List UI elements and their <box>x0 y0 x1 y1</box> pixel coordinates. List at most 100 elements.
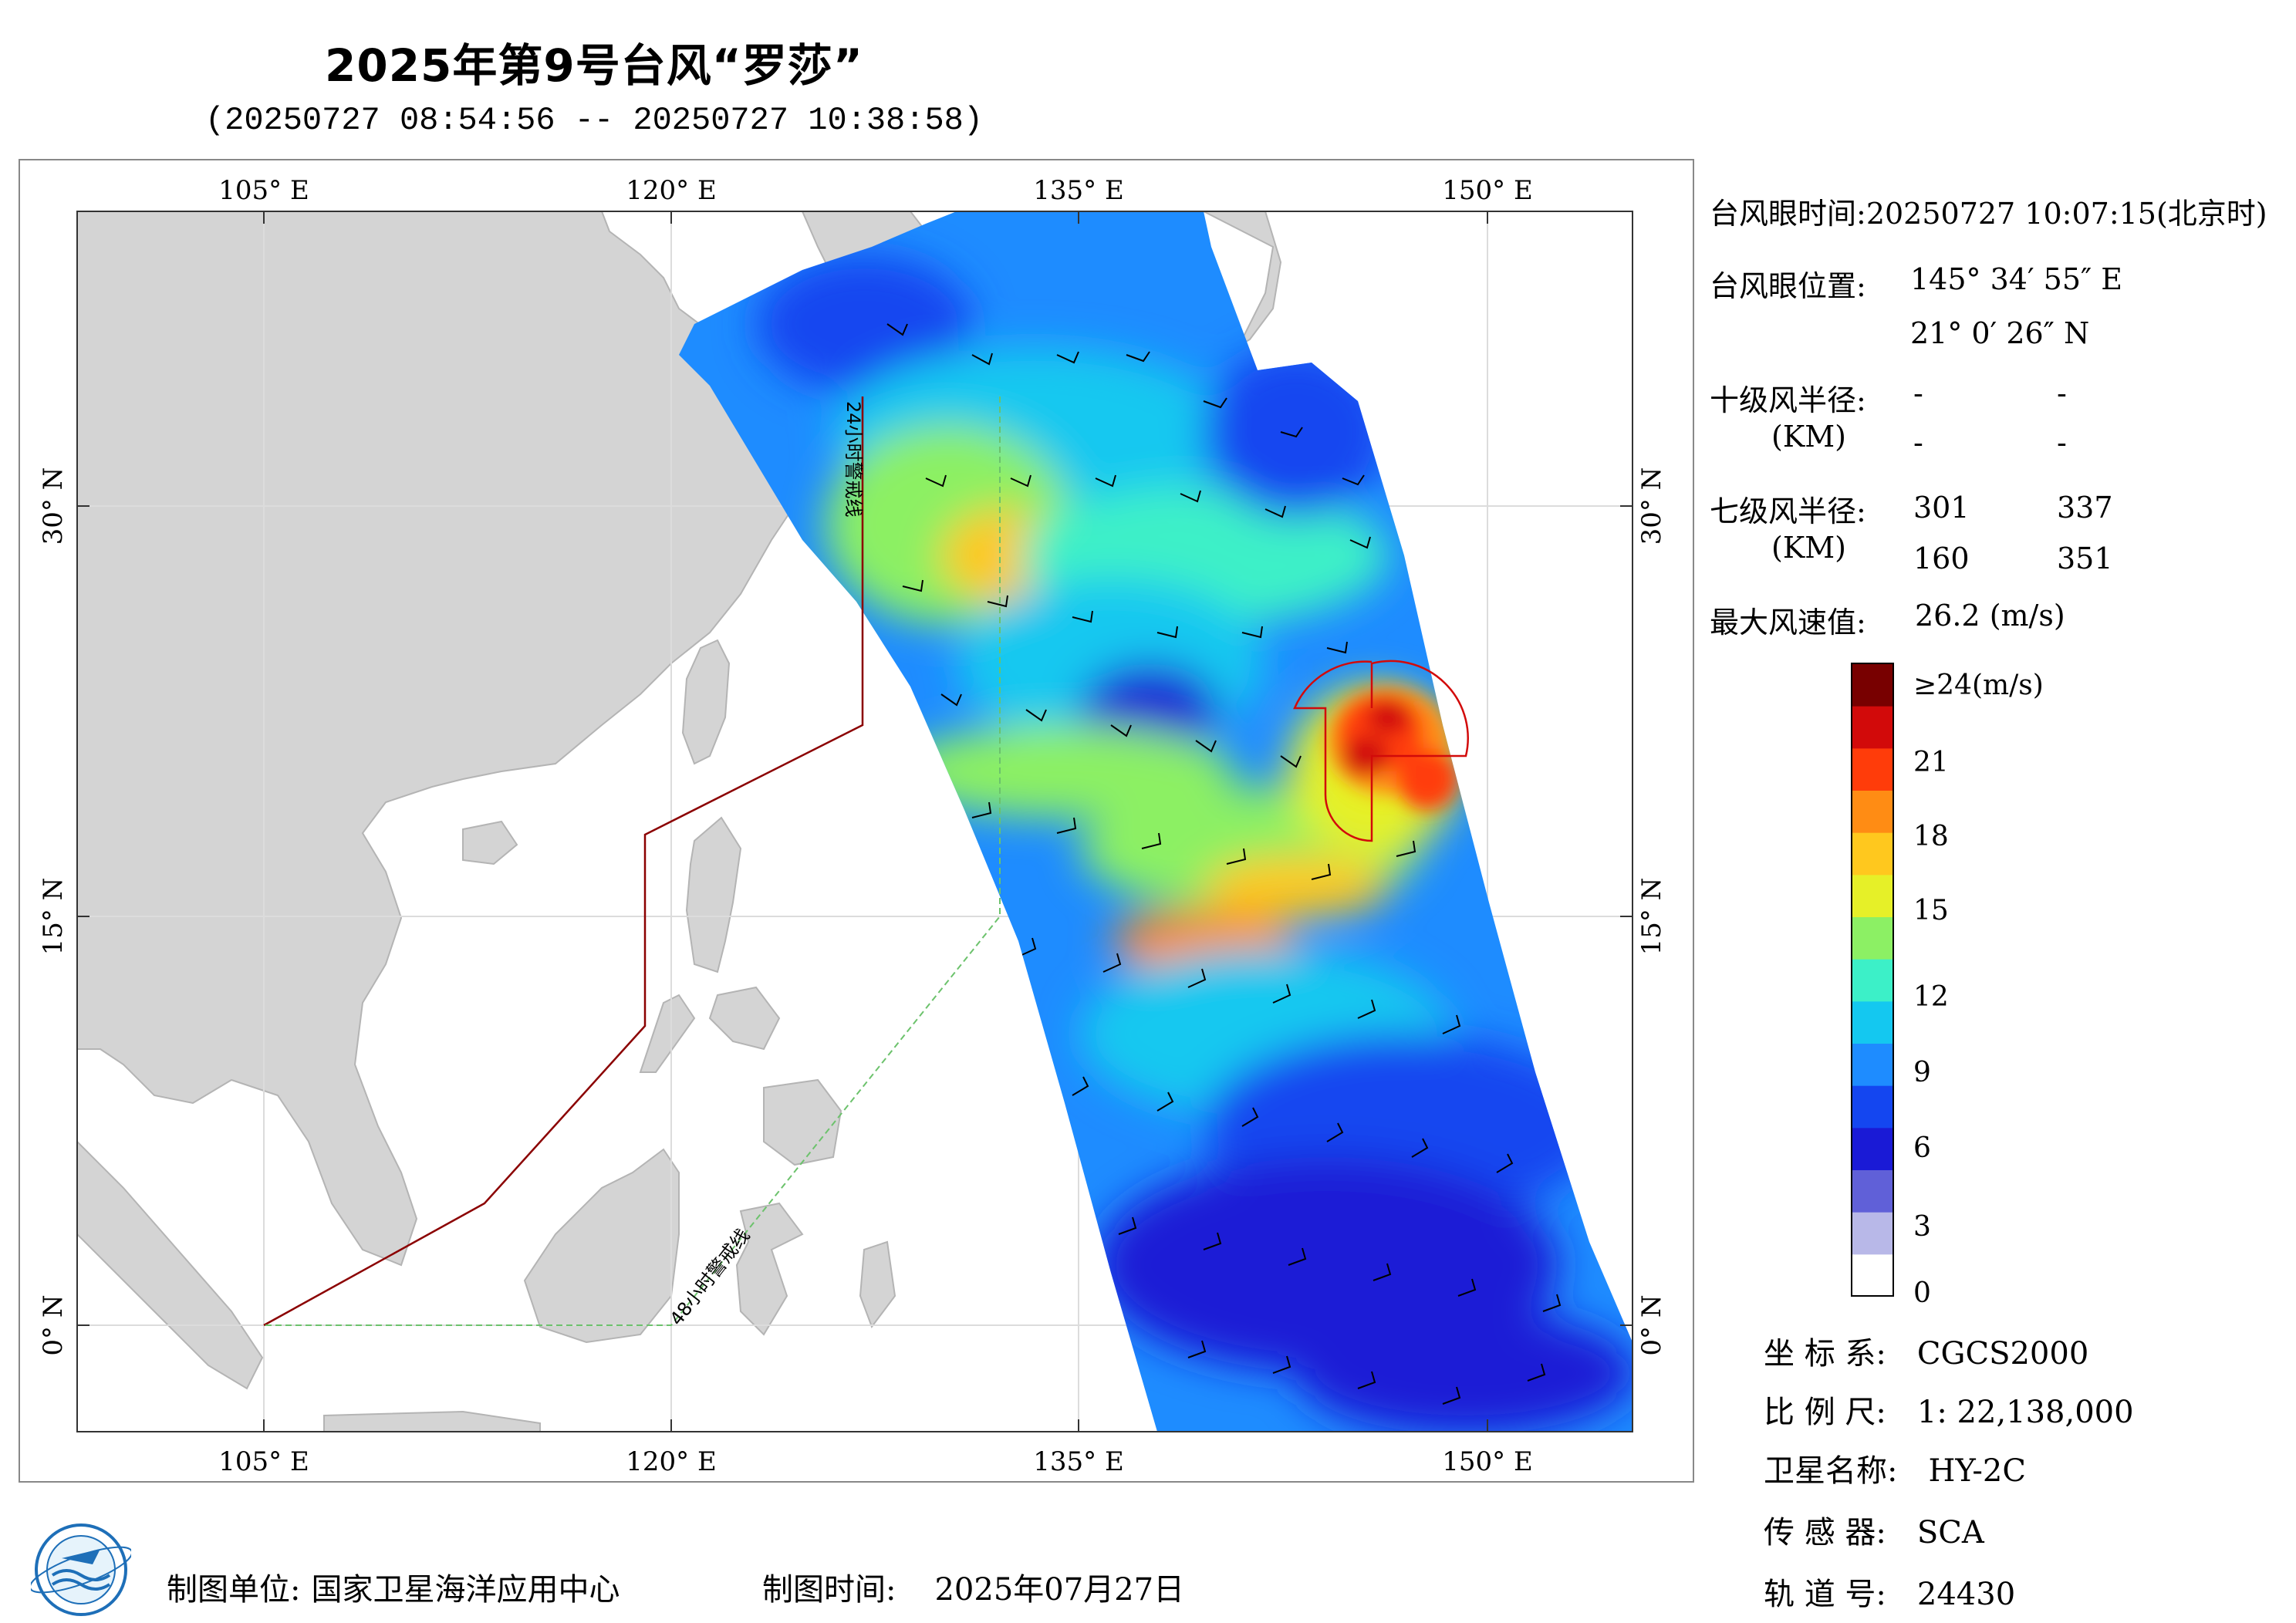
colorbar-segment <box>1852 790 1893 833</box>
r7-value-se: 337 <box>2057 491 2113 525</box>
lat-label-left-0: 0° N <box>38 1294 69 1355</box>
nsoas-logo <box>29 1520 133 1620</box>
max-wind-value: 26.2 (m/s) <box>1915 599 2065 633</box>
colorbar-segment <box>1852 1000 1893 1044</box>
colorbar-label-21: 21 <box>1913 747 1949 778</box>
colorbar-segment <box>1852 1169 1893 1213</box>
colorbar-segment <box>1852 1043 1893 1086</box>
axis-ticks <box>77 211 1633 1432</box>
colorbar-segment <box>1852 1127 1893 1170</box>
gale-wind-radius <box>1293 660 1469 842</box>
colorbar-segment <box>1852 832 1893 876</box>
lon-label-bottom-120: 120° E <box>626 1446 717 1477</box>
lat-label-right-0: 0° N <box>1636 1294 1667 1355</box>
lon-label-bottom-105: 105° E <box>218 1446 309 1477</box>
colorbar-segment <box>1852 1211 1893 1255</box>
map-title: 2025年第9号台风“罗莎” <box>324 39 864 92</box>
eye-position-label: 台风眼位置: <box>1710 269 1866 303</box>
meta-row-orbit: 轨 道 号: 24430 <box>1764 1569 2015 1614</box>
meta-row-satellite: 卫星名称: HY-2C <box>1764 1446 2026 1490</box>
max-wind-label: 最大风速值: <box>1710 606 1866 639</box>
lat-label-right-30: 30° N <box>1636 467 1667 545</box>
sensor-label: 传 感 器: <box>1764 1515 1886 1550</box>
eye-longitude: 145° 34′ 55″ E <box>1910 262 2123 296</box>
producer-label: 制图单位: <box>167 1572 301 1608</box>
lon-label-top-150: 150° E <box>1442 175 1533 206</box>
colorbar-segment <box>1852 705 1893 749</box>
land-sulawesi <box>735 1202 804 1336</box>
colorbar-label-6: 6 <box>1913 1132 1931 1164</box>
colorbar-label-9: 9 <box>1913 1057 1931 1088</box>
colorbar-label-3: 3 <box>1913 1211 1931 1243</box>
colorbar-segment <box>1852 1085 1893 1129</box>
wind-barbs <box>886 323 1562 1405</box>
land-taiwan <box>681 639 731 765</box>
lon-label-bottom-150: 150° E <box>1442 1446 1533 1477</box>
colorbar-segment <box>1852 663 1893 707</box>
colorbar-segment <box>1852 874 1893 917</box>
axis-labels: 105° E 120° E 135° E 150° E 105° E 120° … <box>38 175 1667 1477</box>
land-palawan <box>639 994 696 1073</box>
warning-line-24h-label: 24小时警戒线 <box>842 401 864 518</box>
eye-time-row: 台风眼时间:20250727 10:07:15(北京时) <box>1710 190 2267 232</box>
land-luzon <box>685 816 742 973</box>
land-mindanao <box>763 1078 842 1166</box>
lon-label-top-105: 105° E <box>218 175 309 206</box>
producer-value: 国家卫星海洋应用中心 <box>311 1572 620 1608</box>
colorbar-label-15: 15 <box>1913 895 1949 926</box>
eye-latitude: 21° 0′ 26″ N <box>1910 316 2090 350</box>
r7-value-ne: 301 <box>1913 491 1970 525</box>
scale-value: 1: 22,138,000 <box>1916 1395 2134 1430</box>
crs-value: CGCS2000 <box>1916 1336 2089 1372</box>
r10-value-ne: - <box>1913 376 1923 410</box>
colorbar-label-24: ≥24(m/s) <box>1913 670 2044 701</box>
satellite-value: HY-2C <box>1928 1453 2026 1489</box>
observation-time-range: (20250727 08:54:56 -- 20250727 10:38:58) <box>204 102 984 139</box>
map-frame <box>19 159 1694 1483</box>
land-java <box>323 1410 541 1432</box>
crs-label: 坐 标 系: <box>1764 1336 1886 1372</box>
colorbar-border <box>1851 663 1894 1297</box>
colorbar-label-12: 12 <box>1913 981 1949 1013</box>
lon-label-bottom-135: 135° E <box>1033 1446 1124 1477</box>
lat-label-left-30: 30° N <box>38 467 69 545</box>
colorbar-segment <box>1852 958 1893 1002</box>
eye-time-value: 20250727 10:07:15(北京时) <box>1866 197 2267 231</box>
eye-time-label: 台风眼时间: <box>1710 197 1866 231</box>
lon-label-top-135: 135° E <box>1033 175 1124 206</box>
colorbar-segment <box>1852 1254 1893 1297</box>
colorbar-label-18: 18 <box>1913 821 1949 852</box>
production-date-label: 制图时间: <box>762 1572 896 1608</box>
r10-value-se: - <box>2057 376 2067 410</box>
r10-value-nw: - <box>2057 426 2067 460</box>
meta-row-scale: 比 例 尺: 1: 22,138,000 <box>1764 1387 2134 1432</box>
land-borneo <box>523 1148 680 1344</box>
footer-date: 制图时间: 2025年07月27日 <box>762 1564 1184 1609</box>
lon-label-top-120: 120° E <box>626 175 717 206</box>
warning-line-48h <box>264 396 1001 1326</box>
meta-row-sensor: 传 感 器: SCA <box>1764 1507 1984 1552</box>
meta-row-crs: 坐 标 系: CGCS2000 <box>1764 1328 2088 1373</box>
land-sumatra <box>77 1140 264 1390</box>
r10-label: 十级风半径: <box>1710 383 1866 417</box>
warning-line-24h <box>263 396 864 1327</box>
r10-value-sw: - <box>1913 426 1923 460</box>
lat-label-left-15: 15° N <box>38 878 69 956</box>
r7-value-nw: 351 <box>2057 542 2113 575</box>
footer-producer: 制图单位: 国家卫星海洋应用中心 <box>167 1564 620 1609</box>
r7-value-sw: 160 <box>1913 542 1970 575</box>
land-hainan <box>462 820 518 865</box>
colorbar-segment <box>1852 747 1893 791</box>
r10-unit: (KM) <box>1771 420 1846 454</box>
r7-unit: (KM) <box>1771 531 1846 565</box>
orbit-value: 24430 <box>1916 1577 2016 1612</box>
r7-label: 七级风半径: <box>1710 494 1866 528</box>
lat-label-right-15: 15° N <box>1636 878 1667 956</box>
colorbar-label-0: 0 <box>1913 1277 1931 1309</box>
satellite-label: 卫星名称: <box>1764 1453 1898 1489</box>
orbit-label: 轨 道 号: <box>1764 1577 1886 1612</box>
wind-speed-colorbar <box>1852 663 1893 1297</box>
map-border <box>76 211 1633 1432</box>
scale-label: 比 例 尺: <box>1764 1395 1886 1430</box>
